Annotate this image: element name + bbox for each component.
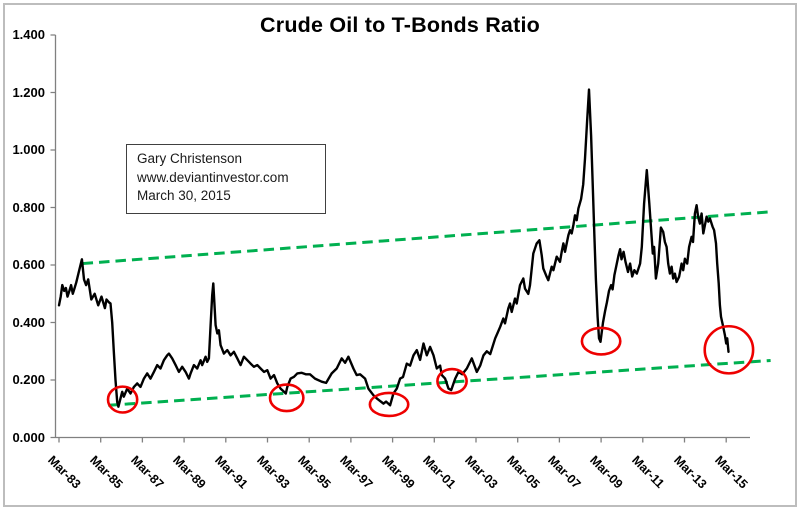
y-tick-label: 0.000 — [12, 429, 45, 445]
y-tick-label: 1.200 — [12, 84, 45, 100]
highlight-ellipse — [436, 367, 468, 395]
highlight-ellipse — [580, 326, 622, 356]
annotation-website: www.deviantinvestor.com — [137, 169, 289, 185]
annotation-date: March 30, 2015 — [137, 188, 231, 204]
annotation-author: Gary Christenson — [137, 151, 243, 166]
lower-channel-support-trendline — [108, 358, 771, 407]
highlight-ellipse — [703, 324, 755, 375]
highlight-ellipse — [268, 383, 305, 413]
y-tick-label: 1.000 — [12, 142, 45, 157]
highlight-ellipse — [106, 385, 139, 414]
annotation-box: Gary Christenson www.deviantinvestor.com… — [126, 144, 326, 214]
y-tick-label: 0.800 — [12, 199, 45, 215]
ratio-line-series — [57, 88, 730, 408]
y-tick-label: 0.200 — [12, 372, 45, 387]
chart-title: Crude Oil to T-Bonds Ratio — [260, 13, 540, 37]
y-tick-label: 0.600 — [12, 257, 45, 272]
axis-lines — [50, 34, 750, 443]
y-tick-label: 1.400 — [12, 27, 45, 42]
highlight-ellipse — [368, 391, 410, 418]
y-tick-label: 0.400 — [12, 314, 45, 330]
